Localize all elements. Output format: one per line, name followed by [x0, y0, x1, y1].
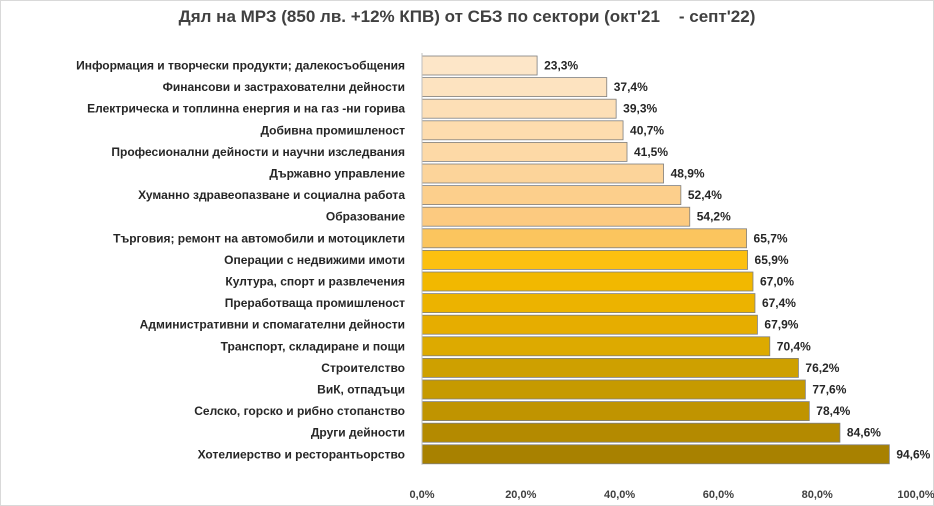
category-label: Преработваща промишленост	[225, 296, 405, 310]
bar	[421, 422, 841, 443]
bar	[421, 444, 890, 465]
x-tick-label: 80,0%	[802, 489, 833, 501]
bar	[421, 379, 806, 400]
x-tick-label: 40,0%	[604, 489, 635, 501]
category-label: Професионални дейности и научни изследва…	[111, 145, 405, 159]
bar	[421, 185, 682, 206]
value-label: 65,9%	[755, 253, 789, 267]
category-label: Операции с недвижими имоти	[224, 253, 405, 267]
value-label: 23,3%	[544, 59, 578, 73]
category-label: Държавно управление	[269, 167, 405, 181]
value-label: 67,4%	[762, 296, 796, 310]
x-tick-label: 60,0%	[703, 489, 734, 501]
bar	[421, 77, 608, 97]
value-label: 41,5%	[634, 145, 668, 159]
value-label: 40,7%	[630, 123, 664, 137]
bar	[421, 249, 748, 270]
bar	[421, 55, 538, 76]
bar	[421, 293, 756, 314]
category-label: Добивна промишленост	[260, 123, 405, 137]
value-label: 67,0%	[760, 275, 794, 289]
value-label: 54,2%	[697, 210, 731, 224]
bar	[421, 141, 628, 162]
bar	[421, 228, 747, 249]
category-label: Хотелиерство и ресторантьорство	[198, 447, 405, 461]
category-label: Транспорт, складиране и пощи	[221, 339, 405, 353]
category-label: Административни и спомагателни дейности	[140, 318, 405, 332]
category-label: Търговия; ремонт на автомобили и мотоцик…	[113, 231, 405, 245]
category-label: Хуманно здравеопазване и социална работа	[138, 188, 405, 202]
value-label: 37,4%	[614, 80, 648, 94]
bar	[421, 336, 771, 357]
bar	[421, 314, 758, 335]
category-label: Други дейности	[311, 426, 405, 440]
category-label: ВиК, отпадъци	[317, 383, 405, 397]
value-label: 48,9%	[671, 167, 705, 181]
value-label: 94,6%	[896, 447, 930, 461]
value-label: 39,3%	[623, 102, 657, 116]
value-label: 70,4%	[777, 339, 811, 353]
chart-title: Дял на МРЗ (850 лв. +12% КПВ) от СБЗ по …	[178, 7, 756, 26]
x-tick-label: 100,0%	[897, 489, 934, 501]
value-label: 78,4%	[816, 404, 850, 418]
category-label: Селско, горско и рибно стопанство	[194, 404, 405, 418]
category-label: Култура, спорт и развлечения	[225, 275, 405, 289]
bar	[421, 357, 799, 378]
value-label: 76,2%	[805, 361, 839, 375]
value-label: 52,4%	[688, 188, 722, 202]
category-label: Финансови и застрахователни дейности	[163, 80, 405, 94]
bar	[421, 206, 691, 227]
category-label: Информация и творчески продукти; далекос…	[76, 59, 405, 73]
bar	[421, 271, 754, 292]
value-label: 67,9%	[764, 318, 798, 332]
value-label: 65,7%	[754, 231, 788, 245]
bar	[421, 401, 810, 422]
value-label: 77,6%	[812, 383, 846, 397]
x-tick-label: 20,0%	[505, 489, 536, 501]
category-label: Строителство	[321, 361, 405, 375]
value-label: 84,6%	[847, 426, 881, 440]
category-label: Образование	[326, 210, 405, 224]
bar	[421, 163, 664, 184]
bar	[421, 98, 617, 119]
x-tick-label: 0,0%	[409, 489, 434, 501]
category-label: Електрическа и топлинна енергия и на газ…	[87, 102, 405, 116]
bar	[421, 120, 624, 141]
